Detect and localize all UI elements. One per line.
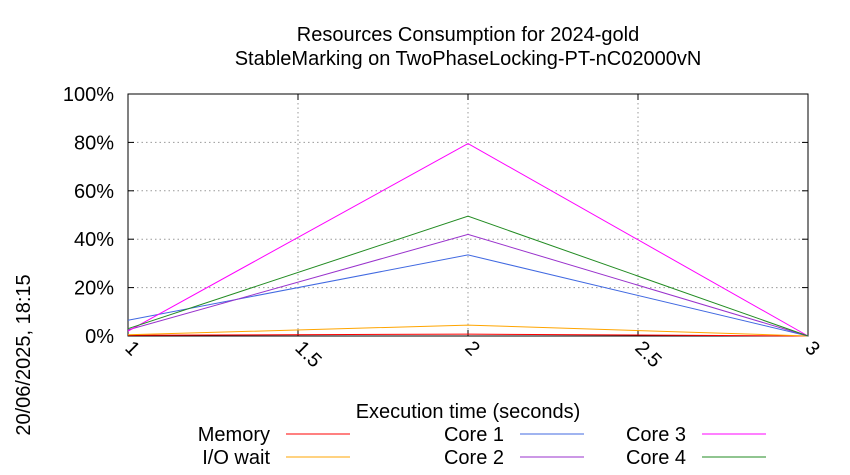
timestamp-label: 20/06/2025, 18:15: [13, 274, 35, 435]
x-tick-label: 2: [460, 337, 483, 360]
grid-lines: [128, 94, 808, 336]
y-tick-label: 100%: [63, 84, 114, 106]
x-tick-label: 2.5: [630, 337, 665, 372]
legend-label: I/O wait: [202, 447, 270, 469]
x-tick-label: 3: [800, 337, 823, 360]
x-axis-tick-labels: 1 1.5 2 2.5 3: [120, 337, 823, 372]
series-line-memory: [127, 333, 809, 337]
legend-label: Core 3: [626, 424, 686, 446]
y-tick-label: 0%: [85, 326, 114, 348]
series-line-core-3: [127, 143, 809, 337]
series-line-i-o-wait: [127, 324, 809, 337]
y-tick-label: 20%: [74, 278, 114, 300]
axis-ticks: [127, 93, 809, 337]
legend-label: Core 2: [444, 447, 504, 469]
series-line-core-2: [127, 233, 809, 337]
chart-title-line1: Resources Consumption for 2024-gold: [297, 24, 639, 46]
x-tick-label: 1.5: [290, 337, 325, 372]
legend-label: Core 1: [444, 424, 504, 446]
y-tick-label: 40%: [74, 229, 114, 251]
x-tick-label: 1: [120, 337, 143, 360]
legend-label: Core 4: [626, 447, 686, 469]
x-axis-label: Execution time (seconds): [356, 401, 581, 423]
series-lines: [127, 143, 809, 337]
series-line-core-4: [127, 215, 809, 337]
y-axis-tick-labels: 0% 20% 40% 60% 80% 100%: [63, 84, 114, 348]
legend-label: Memory: [198, 424, 270, 446]
chart-title-line2: StableMarking on TwoPhaseLocking-PT-nC02…: [235, 48, 702, 70]
y-tick-label: 60%: [74, 181, 114, 203]
y-tick-label: 80%: [74, 132, 114, 154]
